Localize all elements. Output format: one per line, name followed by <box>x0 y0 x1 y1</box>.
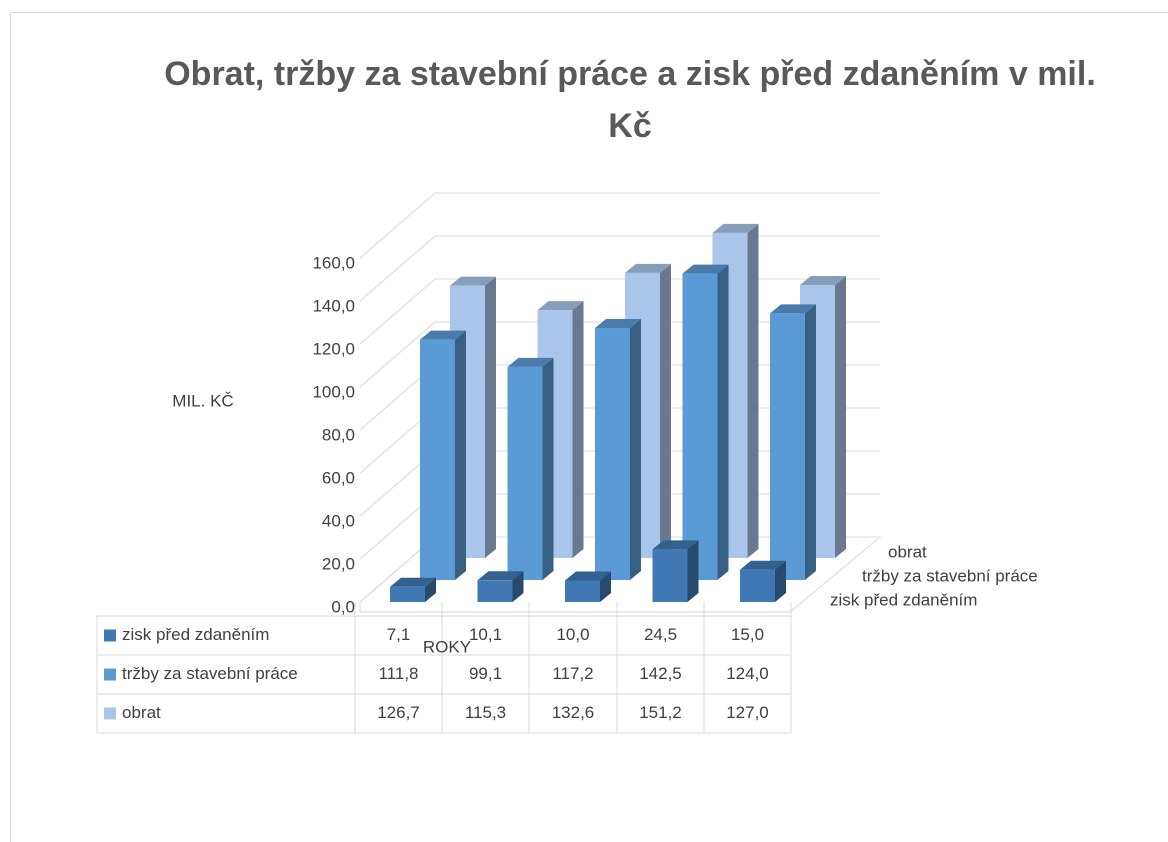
bar <box>740 560 786 602</box>
table-value: 127,0 <box>726 703 769 722</box>
bar-side <box>600 571 611 602</box>
bar-side <box>542 357 554 580</box>
table-value: 142,5 <box>639 664 682 683</box>
bar-front <box>565 580 600 602</box>
legend-key <box>104 707 116 720</box>
y-tick-label: 140,0 <box>312 296 355 315</box>
bar-top <box>625 263 671 273</box>
bar-top <box>712 223 759 233</box>
table-value: 124,0 <box>726 664 769 683</box>
bar-top <box>800 275 846 285</box>
bar <box>770 304 816 580</box>
bar-top <box>740 560 786 570</box>
y-tick-label: 80,0 <box>322 425 355 444</box>
table-value: 126,7 <box>377 703 420 722</box>
bar-top <box>420 330 466 340</box>
bar <box>420 330 466 580</box>
series-axis-label: tržby za stavební práce <box>862 566 1038 585</box>
table-value: 111,8 <box>378 664 418 683</box>
bar-side <box>747 223 759 559</box>
bar-front <box>420 339 455 580</box>
chart-title: Obrat, tržby za stavební práce a zisk př… <box>164 55 1096 145</box>
bar-side <box>717 264 729 580</box>
table-value: 151,2 <box>639 703 682 722</box>
bar-front <box>682 273 718 580</box>
table-value: 115,3 <box>465 703 506 722</box>
bar <box>565 571 611 602</box>
bar-top <box>682 264 729 274</box>
table-value: 7,1 <box>387 625 411 644</box>
bar-front <box>390 586 425 602</box>
bar-side <box>630 319 641 580</box>
x-axis-label: ROKY <box>423 637 471 656</box>
bar-top <box>770 304 816 314</box>
bar-front <box>652 549 688 602</box>
frame <box>10 12 1168 842</box>
bar-top <box>477 571 524 581</box>
bar <box>652 540 699 602</box>
bar-side <box>572 301 584 558</box>
bar-front <box>740 569 775 602</box>
bar <box>390 577 436 602</box>
table-value: 132,6 <box>552 703 595 722</box>
y-tick-label: 120,0 <box>312 339 355 358</box>
bar-top <box>652 540 699 550</box>
bar-side <box>455 330 466 580</box>
bar-top <box>595 319 641 329</box>
legend-label: obrat <box>122 703 161 722</box>
bar <box>477 571 524 602</box>
bar-side <box>805 304 816 580</box>
bar-front <box>595 328 630 580</box>
bar-side <box>660 263 671 558</box>
bar <box>595 319 641 580</box>
table-value: 15,0 <box>731 625 764 644</box>
legend-label: zisk před zdaněním <box>122 625 269 644</box>
y-tick-label: 20,0 <box>322 554 355 573</box>
bar-side <box>775 560 786 602</box>
table-value: 10,0 <box>556 625 589 644</box>
y-tick-label: 60,0 <box>322 468 355 487</box>
y-tick-label: 40,0 <box>322 511 355 530</box>
y-axis-label: MIL. KČ <box>172 391 233 410</box>
y-tick-label: 0,0 <box>331 597 355 616</box>
legend-key <box>104 668 116 681</box>
table-value: 99,1 <box>469 664 502 683</box>
bar-top <box>565 571 611 581</box>
bar-side <box>485 276 496 558</box>
bar-top <box>537 301 584 311</box>
bar-side <box>687 540 699 602</box>
bar-top <box>450 276 496 286</box>
series-axis-label: zisk před zdaněním <box>830 590 977 609</box>
bar-top <box>390 577 436 587</box>
bar-side <box>512 571 524 602</box>
table-value: 117,2 <box>552 664 593 683</box>
series-axis-label: obrat <box>888 542 927 561</box>
y-tick-label: 100,0 <box>312 382 355 401</box>
bar-side <box>425 577 436 602</box>
grid-line <box>359 192 880 259</box>
bar-top <box>507 357 554 367</box>
bar <box>682 264 729 580</box>
table-value: 10,1 <box>469 625 502 644</box>
bar-side <box>835 275 846 558</box>
table-value: 24,5 <box>644 625 677 644</box>
bar <box>507 357 554 580</box>
bar-front <box>770 313 805 580</box>
legend-key <box>104 629 116 642</box>
bar-front <box>507 366 543 580</box>
y-tick-label: 160,0 <box>312 253 355 272</box>
bar-front <box>477 580 513 602</box>
legend-label: tržby za stavební práce <box>122 664 298 683</box>
